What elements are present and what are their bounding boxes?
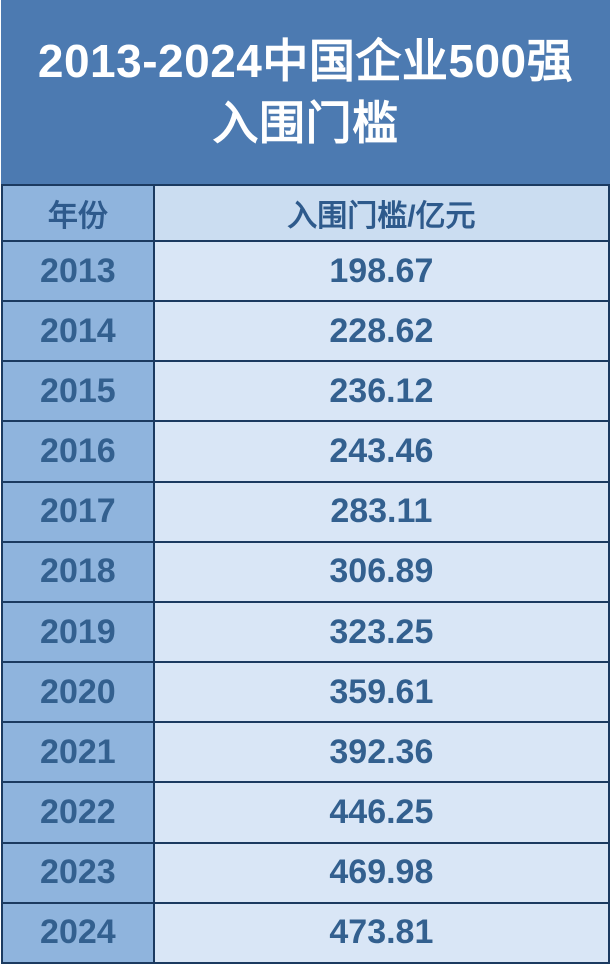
table-row: 2016 243.46: [1, 420, 611, 483]
year-cell: 2013: [1, 239, 155, 303]
year-cell: 2020: [1, 661, 155, 724]
value-cell: 446.25: [152, 781, 611, 844]
value-cell: 236.12: [152, 360, 611, 423]
year-cell: 2022: [1, 781, 155, 844]
year-cell: 2023: [1, 841, 155, 904]
table-row: 2021 392.36: [1, 721, 611, 784]
year-cell: 2014: [1, 300, 155, 363]
table-row: 2013 198.67: [1, 239, 611, 303]
value-cell: 198.67: [152, 239, 611, 303]
year-cell: 2017: [1, 480, 155, 543]
page-title-line2: 入围门槛: [212, 97, 399, 149]
year-cell: 2015: [1, 360, 155, 423]
column-header-year: 年份: [1, 184, 155, 242]
table-row: 2022 446.25: [1, 781, 611, 844]
year-cell: 2021: [1, 721, 155, 784]
value-cell: 392.36: [152, 721, 611, 784]
value-cell: 228.62: [152, 300, 611, 363]
table-row: 2018 306.89: [1, 540, 611, 603]
table-row: 2017 283.11: [1, 480, 611, 543]
value-cell: 306.89: [152, 540, 611, 603]
value-cell: 243.46: [152, 420, 611, 483]
threshold-table: 年份 入围门槛/亿元 2013 198.67 2014 228.62 2015 …: [1, 184, 611, 965]
table-row: 2019 323.25: [1, 600, 611, 664]
year-cell: 2016: [1, 420, 155, 483]
value-cell: 473.81: [152, 901, 611, 965]
value-cell: 469.98: [152, 841, 611, 904]
table-header-row: 年份 入围门槛/亿元: [1, 184, 611, 242]
page-title-line1: 2013-2024中国企业500强: [37, 34, 574, 87]
table-row: 2015 236.12: [1, 360, 611, 423]
table-row: 2020 359.61: [1, 661, 611, 724]
table-row: 2014 228.62: [1, 300, 611, 363]
table-row: 2023 469.98: [1, 841, 611, 904]
page-title: 2013-2024中国企业500强 入围门槛: [1, 0, 610, 184]
year-cell: 2019: [1, 600, 155, 664]
year-cell: 2024: [1, 901, 155, 965]
column-header-value: 入围门槛/亿元: [152, 184, 611, 242]
table-row: 2024 473.81: [1, 901, 611, 965]
value-cell: 359.61: [152, 661, 611, 724]
year-cell: 2018: [1, 540, 155, 603]
value-cell: 323.25: [152, 600, 611, 664]
value-cell: 283.11: [152, 480, 611, 543]
